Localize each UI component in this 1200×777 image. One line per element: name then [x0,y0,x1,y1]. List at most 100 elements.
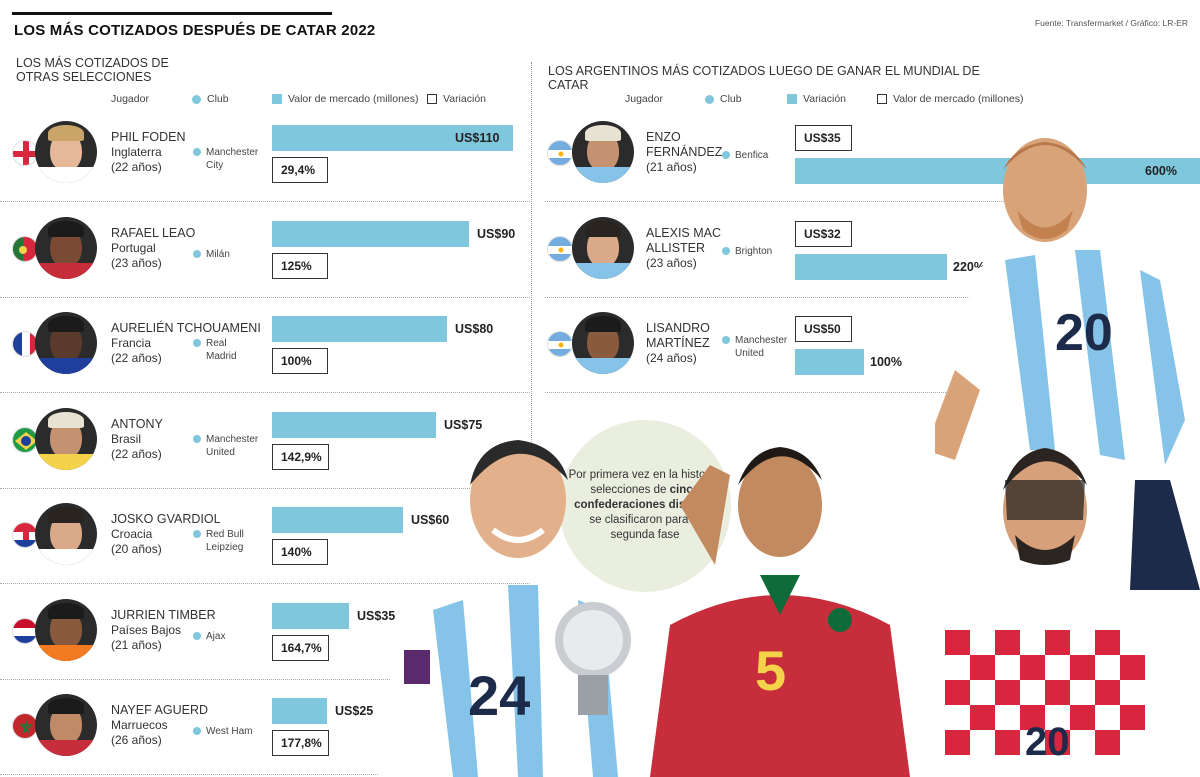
player-club: Manchester United [722,334,788,360]
photo-shape: 24 [378,440,653,777]
player-avatar [572,121,634,183]
player-age: (21 años) [111,637,162,652]
table-row: JOSKO GVARDIOL Croacia (20 años) Red Bull Le… [0,489,530,584]
player-age: (22 años) [111,160,162,174]
value-label: US$25 [335,704,374,718]
player-photo-mac-allister: 20 [935,120,1200,590]
variation-label: 600% [1145,164,1177,178]
player-photo-enzo: 24 [378,425,653,777]
value-bar [272,507,403,533]
value-box: US$35 [795,125,852,151]
player-club: Ajax [193,630,225,643]
player-name: ENZO [646,130,681,144]
value-swatch-icon [877,94,887,104]
avatar-hair [585,220,621,237]
avatar-shirt [35,740,97,756]
value-box: US$32 [795,220,852,247]
left-legend: Jugador Club Valor de mercado (millones)… [0,91,530,107]
club-line: Benfica [735,150,769,161]
club-line: United [735,348,764,359]
photo-shape: 20 [935,138,1200,590]
player-name: NAYEF AGUERD [111,703,209,717]
value-label: US$110 [455,131,500,145]
player-country: Brasil [111,431,142,446]
value-label: US$90 [477,226,516,241]
value-bar [272,125,513,151]
avatar-shirt [572,167,634,183]
row-separator [545,392,1030,393]
value-label: US$80 [455,322,494,336]
row-separator [0,392,530,393]
right-subtitle: LOS ARGENTINOS MÁS COTIZADOS LUEGO DE GA… [548,64,980,92]
player-country: Marruecos [111,718,168,732]
row-separator [0,583,530,584]
player-age: (22 años) [111,446,162,461]
avatar-shirt [572,358,634,374]
row-separator [545,296,1030,298]
callout-text: Por primera vez en la historia, seleccio… [568,469,722,541]
right-legend: Jugador Club Variación Valor de mercado … [532,91,1052,107]
legend-value: Valor de mercado (millones) [272,93,419,105]
table-row: LISANDRO MARTÍNEZ (24 años) Manchester Unite… [545,298,1030,393]
photo-shape: 5 [650,447,910,777]
avatar-hair [48,125,84,141]
avatar-hair [48,411,84,428]
player-country: Portugal [111,240,156,255]
row-separator [0,774,530,775]
player-club: Real Madrid [193,337,237,363]
svg-text:20: 20 [1025,720,1070,764]
club-line: Manchester [735,335,788,346]
player-name: MARTÍNEZ [646,336,710,350]
legend-player: Jugador [111,93,149,105]
value-bar [272,316,447,342]
player-country: Croacia [111,527,153,541]
club-line: Leipzieg [206,542,244,553]
table-row: RAFAEL LEAO Portugal (23 años) Milán US$90 12… [0,203,530,298]
table-row: ALEXIS MAC ALLISTER (23 años) Brighton US$32… [545,203,1030,298]
player-avatar [35,407,97,470]
player-avatar [35,121,97,183]
source-credit: Fuente: Transfermarket / Gráfico: LR-ER [1034,18,1188,28]
club-dot-icon [193,339,201,347]
table-row: NAYEF AGUERD Marruecos (26 años) West Ham US… [0,680,530,775]
avatar-hair [585,125,621,141]
player-avatar [35,694,97,756]
club-line: Brighton [735,245,773,257]
row-separator [0,201,530,202]
avatar-shirt [572,262,634,279]
player-photo-gvardiol: 20 [905,430,1155,777]
page-title: LOS MÁS COTIZADOS DESPUÉS DE CATAR 2022 [14,22,376,39]
club-line: Manchester [206,147,259,158]
player-club: West Ham [193,725,253,738]
legend-player: Jugador [625,93,663,105]
value-label: US$75 [444,417,483,432]
variation-box: 29,4% [272,157,328,183]
club-dot-icon [193,530,201,538]
club-dot-icon [193,434,201,443]
variation-box: 140% [272,539,328,565]
player-name: JOSKO GVARDIOL [111,512,221,526]
variation-bar [795,349,864,375]
club-dot-icon [722,246,730,255]
legend-club: Club [192,93,229,105]
player-age: (24 años) [646,351,697,365]
value-bar [272,698,327,724]
svg-text:24: 24 [468,664,530,727]
value-swatch-icon [272,94,282,104]
player-name: ALLISTER [646,240,706,255]
player-name: LISANDRO [646,321,710,335]
value-bar [272,411,436,438]
row-separator [0,678,530,680]
player-avatar [572,216,634,279]
club-dot-icon [193,631,201,640]
table-row: JURRIEN TIMBER Países Bajos (21 años) Ajax U… [0,585,530,680]
player-age: (22 años) [111,351,162,365]
player-club: Manchester United [193,433,258,459]
player-club: Benfica [722,149,769,162]
player-club: Milán [193,248,230,261]
avatar-shirt [35,644,97,661]
flag-argentina-icon [547,235,573,262]
club-line: West Ham [206,726,253,737]
player-avatar [35,503,97,565]
player-name: ANTONY [111,416,163,431]
